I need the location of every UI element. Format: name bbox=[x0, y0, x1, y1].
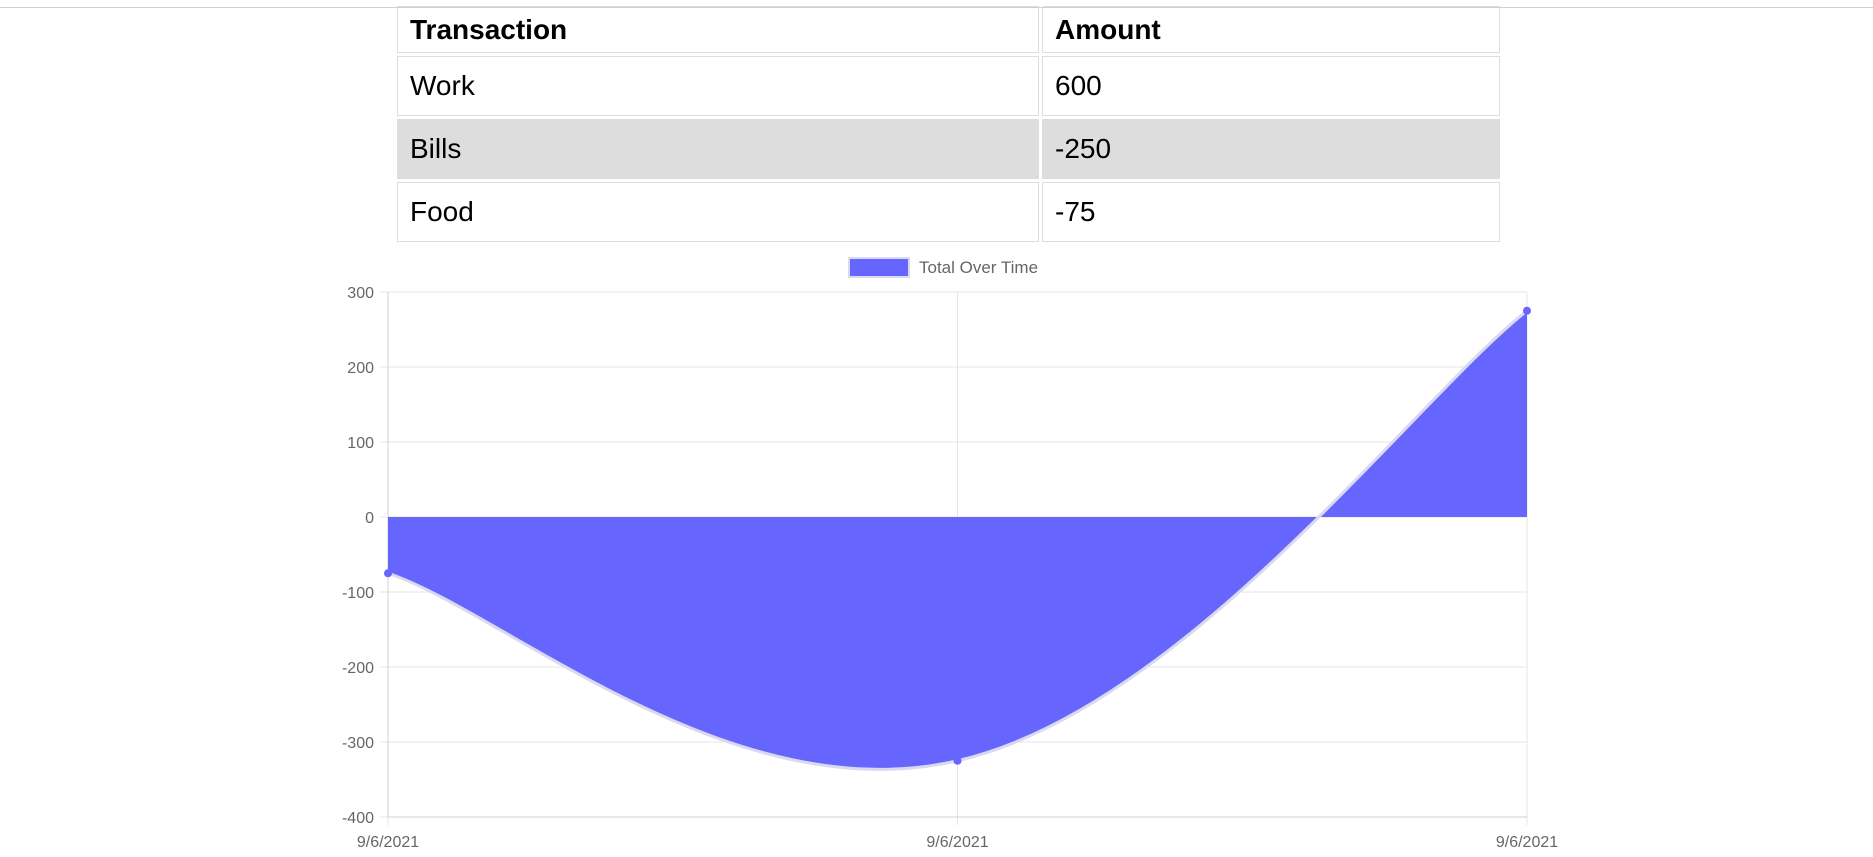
transactions-table: Transaction Amount Work 600 Bills -250 F… bbox=[394, 3, 1503, 245]
header-transaction: Transaction bbox=[397, 6, 1039, 53]
data-point bbox=[384, 569, 392, 578]
x-tick-label: 9/6/2021 bbox=[357, 834, 419, 851]
x-tick-label: 9/6/2021 bbox=[926, 834, 988, 851]
legend-swatch bbox=[848, 257, 910, 278]
top-divider bbox=[0, 7, 1873, 8]
cell-transaction-amount: -75 bbox=[1042, 182, 1500, 242]
y-tick-label: -100 bbox=[342, 585, 374, 602]
cell-transaction-name: Work bbox=[397, 56, 1039, 116]
cell-transaction-amount: 600 bbox=[1042, 56, 1500, 116]
y-tick-label: 300 bbox=[347, 285, 374, 302]
y-axis: 300 200 100 0 -100 -200 -300 -400 bbox=[342, 285, 374, 827]
header-amount: Amount bbox=[1042, 6, 1500, 53]
chart-legend[interactable]: Total Over Time bbox=[848, 257, 1038, 278]
data-point bbox=[953, 756, 962, 765]
y-tick-label: 0 bbox=[365, 510, 374, 527]
chart-points bbox=[384, 306, 1531, 765]
data-point bbox=[1523, 306, 1531, 315]
table-header-row: Transaction Amount bbox=[397, 6, 1500, 53]
table-row: Food -75 bbox=[397, 182, 1500, 242]
y-tick-label: -300 bbox=[342, 735, 374, 752]
x-tick-label: 9/6/2021 bbox=[1496, 834, 1558, 851]
y-tick-label: -400 bbox=[342, 810, 374, 827]
cell-transaction-name: Food bbox=[397, 182, 1039, 242]
y-tick-label: -200 bbox=[342, 660, 374, 677]
x-axis: 9/6/2021 9/6/2021 9/6/2021 bbox=[357, 834, 1558, 851]
legend-label: Total Over Time bbox=[919, 258, 1038, 277]
table-row: Bills -250 bbox=[397, 119, 1500, 179]
y-tick-label: 200 bbox=[347, 360, 374, 377]
cell-transaction-amount: -250 bbox=[1042, 119, 1500, 179]
table-row: Work 600 bbox=[397, 56, 1500, 116]
cell-transaction-name: Bills bbox=[397, 119, 1039, 179]
y-tick-label: 100 bbox=[347, 435, 374, 452]
series-area bbox=[388, 310, 1527, 770]
